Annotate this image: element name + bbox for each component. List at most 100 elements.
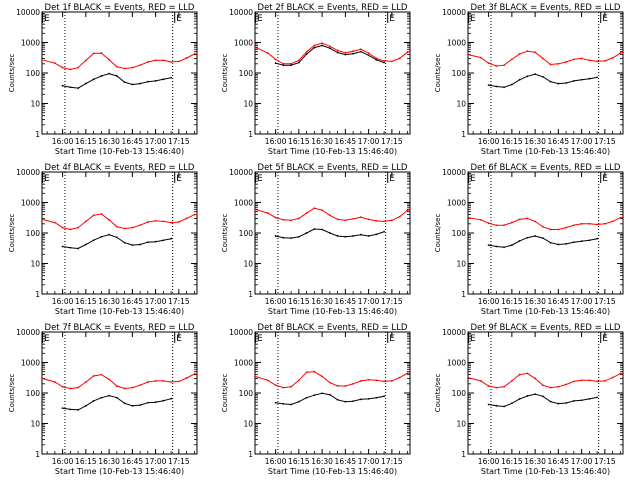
data-point-lld — [495, 65, 498, 67]
data-point-lld — [313, 370, 316, 373]
data-point-lld — [297, 379, 300, 382]
flag-marker-label: E — [602, 334, 608, 344]
data-point-lld — [565, 383, 568, 386]
flag-marker-label: E — [257, 174, 263, 184]
data-point-events — [534, 235, 537, 237]
data-point-events — [344, 53, 347, 56]
data-point-events — [123, 402, 126, 405]
flag-marker-label: E — [44, 174, 50, 184]
data-point-lld — [526, 217, 529, 220]
x-tick-label: 16:45 — [122, 137, 144, 146]
y-tick-label: 1000 — [447, 359, 466, 368]
data-point-events — [549, 80, 552, 83]
x-tick-label: 16:15 — [501, 137, 523, 146]
data-point-lld — [383, 59, 386, 62]
data-point-events — [557, 82, 560, 85]
data-point-events — [336, 51, 339, 54]
data-point-events — [375, 233, 378, 236]
data-point-events — [154, 240, 157, 243]
data-point-events — [297, 235, 300, 238]
data-point-lld — [266, 212, 269, 214]
data-point-lld — [622, 216, 624, 219]
data-point-lld — [108, 58, 111, 61]
data-point-lld — [359, 379, 362, 382]
data-point-lld — [383, 380, 386, 383]
data-point-events — [139, 404, 142, 407]
y-tick-label: 10000 — [442, 168, 466, 177]
data-point-events — [305, 232, 308, 234]
data-point-lld — [541, 225, 544, 228]
data-point-events — [282, 402, 285, 405]
data-point-events — [588, 398, 591, 400]
panel-det-8: Det 8f BLACK = Events, RED = LLD 1 10 100 10… — [221, 323, 411, 476]
data-point-events — [503, 405, 506, 408]
data-point-lld — [534, 220, 537, 223]
y-axis-label: Counts/sec — [221, 374, 229, 413]
data-point-events — [510, 83, 513, 86]
x-tick-label: 16:30 — [524, 137, 546, 146]
data-point-lld — [266, 52, 269, 54]
data-point-lld — [115, 65, 118, 68]
x-tick-label: 17:15 — [381, 137, 403, 146]
data-point-lld — [487, 222, 490, 225]
x-tick-label: 17:00 — [145, 297, 167, 306]
x-tick-label: 17:00 — [358, 457, 380, 466]
x-axis-label: Start Time (10-Feb-13 15:46:40) — [481, 307, 610, 316]
data-point-events — [108, 72, 111, 75]
data-point-events — [549, 400, 552, 403]
y-tick-label: 1 — [461, 130, 466, 139]
y-tick-label: 10000 — [229, 168, 253, 177]
data-point-lld — [549, 228, 552, 231]
data-point-lld — [352, 217, 355, 220]
data-point-events — [290, 237, 293, 240]
data-point-events — [92, 78, 95, 81]
data-point-lld — [115, 385, 118, 387]
data-point-lld — [69, 387, 72, 390]
data-point-lld — [146, 61, 149, 63]
data-point-events — [328, 47, 331, 50]
data-point-lld — [518, 218, 521, 221]
data-point-lld — [69, 228, 72, 231]
data-point-lld — [495, 386, 498, 389]
data-point-lld — [92, 375, 95, 377]
data-point-lld — [77, 226, 80, 229]
data-point-events — [77, 408, 80, 411]
data-point-lld — [61, 226, 64, 229]
x-tick-label: 16:00 — [265, 297, 287, 306]
data-point-events — [321, 228, 324, 231]
x-axis-label: Start Time (10-Feb-13 15:46:40) — [481, 467, 610, 476]
x-tick-label: 16:30 — [311, 457, 333, 466]
panel-title: Det 5f BLACK = Events, RED = LLD — [258, 163, 408, 173]
x-tick-label: 17:15 — [168, 137, 190, 146]
x-tick-label: 17:00 — [571, 457, 593, 466]
data-point-lld — [282, 62, 285, 65]
data-point-events — [282, 236, 285, 239]
flag-marker-label: E — [389, 174, 395, 184]
data-point-lld — [603, 379, 606, 382]
data-point-events — [336, 398, 339, 401]
flag-marker-label: E — [44, 334, 50, 344]
data-point-events — [518, 78, 521, 81]
data-point-lld — [131, 226, 134, 229]
data-point-events — [61, 84, 64, 87]
data-point-lld — [534, 377, 537, 380]
data-point-lld — [313, 44, 316, 47]
x-tick-label: 17:15 — [594, 297, 616, 306]
data-point-events — [503, 246, 506, 249]
data-point-events — [170, 76, 173, 79]
panel-title: Det 6f BLACK = Events, RED = LLD — [471, 163, 621, 173]
data-point-events — [274, 401, 277, 404]
data-point-events — [131, 83, 134, 86]
data-point-lld — [622, 51, 624, 54]
data-point-events — [108, 233, 111, 236]
data-point-lld — [495, 224, 498, 227]
x-tick-label: 16:15 — [75, 457, 97, 466]
y-tick-label: 10000 — [16, 168, 40, 177]
data-point-events — [115, 75, 118, 77]
y-tick-label: 1000 — [447, 39, 466, 48]
data-point-lld — [170, 61, 173, 63]
data-point-events — [131, 404, 134, 407]
x-tick-label: 16:00 — [52, 297, 74, 306]
y-tick-label: 10 — [456, 100, 466, 109]
panel-title: Det 9f BLACK = Events, RED = LLD — [471, 323, 621, 333]
